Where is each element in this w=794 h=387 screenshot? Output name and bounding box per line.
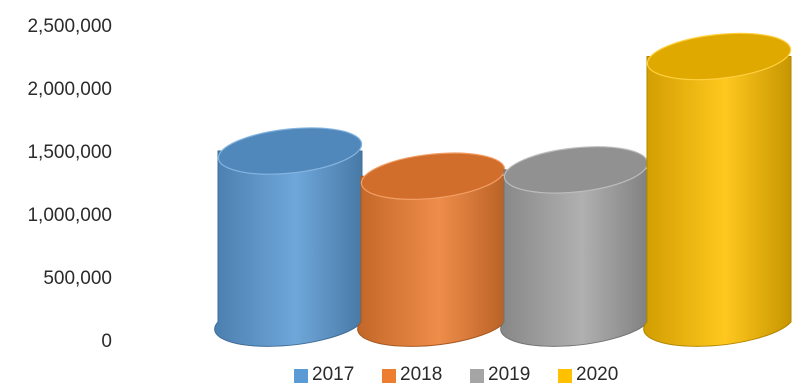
bars: [214, 32, 792, 347]
legend-swatch: [382, 369, 396, 383]
bar-2019: [500, 146, 649, 347]
legend-label: 2019: [488, 364, 531, 385]
bar-2017: [214, 127, 363, 347]
bar-body: [643, 56, 792, 347]
legend-swatch: [294, 369, 308, 383]
y-axis: 0 500,000 1,000,000 1,500,000 2,000,000 …: [27, 16, 112, 352]
y-tick-label: 1,000,000: [27, 205, 112, 226]
y-tick-label: 2,000,000: [27, 79, 112, 100]
legend-label: 2017: [312, 364, 355, 385]
y-tick-label: 2,500,000: [27, 16, 112, 37]
bar-body: [357, 175, 506, 347]
bar-cap: [646, 32, 792, 81]
bar-cap: [360, 152, 506, 200]
bar-cap: [217, 127, 363, 175]
y-tick-label: 500,000: [43, 268, 112, 289]
y-tick-label: 0: [101, 331, 112, 352]
legend-swatch: [558, 369, 572, 383]
legend-swatch: [470, 369, 484, 383]
bar-2020: [643, 32, 792, 347]
bar-2018: [357, 152, 506, 347]
bar-body: [500, 169, 649, 347]
legend-label: 2018: [400, 364, 443, 385]
bar-body: [214, 150, 363, 347]
legend: 2017 2018 2019 2020: [0, 364, 794, 386]
y-tick-label: 1,500,000: [27, 142, 112, 163]
legend-label: 2020: [576, 364, 619, 385]
